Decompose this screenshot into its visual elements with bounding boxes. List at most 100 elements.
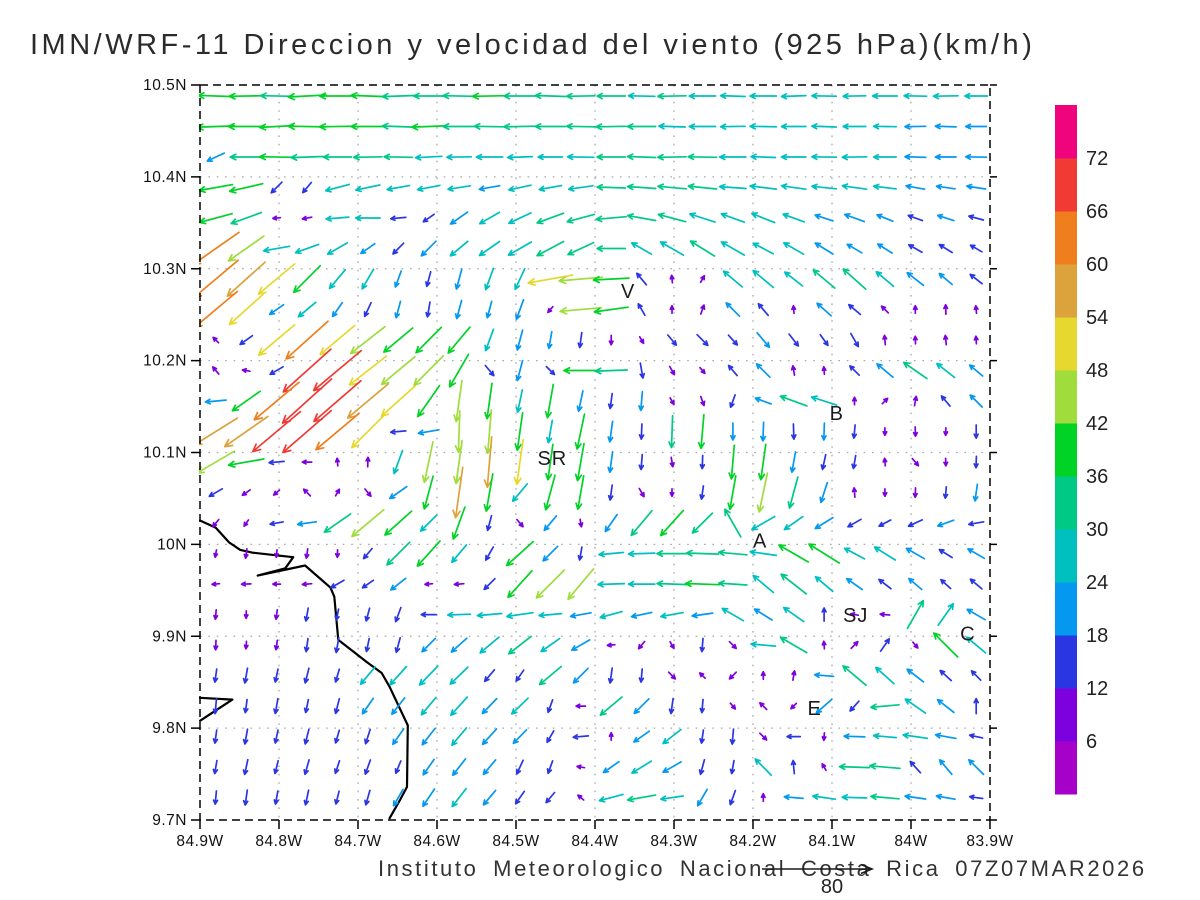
wind-vector (451, 758, 467, 777)
wind-vector (633, 697, 650, 715)
wind-vector (484, 328, 495, 352)
wind-vector (514, 412, 524, 452)
wind-vector (282, 409, 333, 454)
wind-vector (759, 701, 768, 711)
wind-vector (912, 395, 919, 407)
wind-vector (821, 640, 827, 650)
wind-vector (876, 243, 893, 254)
wind-vector (346, 383, 389, 419)
wind-vector (729, 728, 736, 745)
wind-vector (814, 575, 834, 593)
wind-vector (330, 579, 345, 589)
wind-vector (484, 364, 495, 377)
wind-vector (272, 215, 282, 221)
wind-vector (727, 475, 737, 511)
wind-vector (361, 697, 375, 715)
wind-vector (575, 475, 585, 511)
wind-vector (514, 267, 526, 291)
wind-vector (973, 424, 979, 439)
wind-vector (567, 184, 594, 192)
wind-vector (935, 183, 956, 190)
wind-vector (843, 547, 866, 560)
wind-vector (656, 580, 688, 588)
wind-vector (273, 729, 279, 744)
wind-vector (626, 213, 657, 222)
wind-vector (907, 214, 924, 222)
wind-vector (391, 697, 406, 716)
wind-vector (639, 362, 646, 379)
wind-vector (608, 334, 614, 346)
wind-vector (534, 123, 567, 130)
wind-vector (392, 242, 405, 255)
wind-vector (906, 599, 925, 630)
reference-arrow-label: 80 (821, 876, 843, 898)
wind-vector (973, 697, 980, 715)
wind-vector (420, 696, 437, 716)
wind-vector (268, 303, 285, 316)
wind-vector (269, 520, 284, 527)
wind-vector (878, 519, 892, 527)
wind-vector (783, 271, 804, 287)
wind-vector (906, 668, 925, 683)
wind-vector (413, 355, 445, 387)
wind-vector (874, 666, 895, 685)
wind-vector (227, 122, 265, 131)
wind-vector (302, 488, 312, 497)
colorbar-label: 42 (1086, 413, 1108, 435)
wind-vector (667, 671, 677, 680)
wind-vector (752, 269, 775, 289)
wind-vector (912, 304, 918, 315)
wind-vector (354, 214, 381, 222)
wind-vector (503, 123, 537, 131)
x-tick-label: 84.5W (492, 833, 539, 850)
marker-c: C (960, 623, 975, 645)
wind-vector (656, 550, 688, 558)
wind-vector (422, 758, 435, 776)
wind-vector (760, 421, 767, 442)
wind-vector (757, 443, 767, 481)
wind-vector (484, 382, 493, 420)
wind-vector (412, 92, 445, 100)
wind-vector (718, 183, 747, 191)
wind-vector (451, 727, 468, 747)
wind-vector (483, 668, 496, 683)
wind-vector (596, 92, 627, 100)
wind-vector (273, 639, 280, 651)
wind-vector (819, 333, 829, 347)
wind-vector (819, 481, 829, 504)
wind-vector (319, 324, 356, 356)
wind-vector (290, 153, 324, 161)
wind-vector (871, 92, 899, 100)
wind-vector (727, 334, 739, 346)
wind-vector (909, 760, 922, 774)
wind-vector (578, 518, 584, 528)
wind-vector (537, 153, 564, 161)
wind-vector (303, 607, 310, 622)
colorbar-label: 6 (1086, 731, 1097, 753)
wind-vector (242, 758, 249, 776)
wind-vector (596, 153, 627, 161)
wind-vector (449, 211, 469, 225)
x-tick-label: 84.4W (571, 833, 618, 850)
wind-vector (227, 458, 265, 468)
wind-vector (811, 153, 838, 161)
wind-vector (668, 365, 676, 376)
wind-vector (592, 275, 630, 284)
wind-vector (303, 698, 310, 714)
wind-vector (545, 365, 556, 376)
wind-vector (269, 365, 284, 376)
wind-vector (912, 487, 918, 499)
wind-vector (365, 456, 371, 468)
wind-vector (270, 181, 283, 194)
wind-vector (685, 549, 720, 557)
wind-vector (417, 384, 441, 418)
wind-vector (386, 184, 411, 192)
colorbar-segment (1055, 582, 1077, 636)
wind-vector (273, 668, 279, 683)
wind-vector (879, 611, 891, 618)
wind-vector (227, 235, 265, 262)
y-tick-labels: 10.5N 10.4N 10.3N 10.2N 10.1N 10N 9.9N 9.8N 9.7N (143, 77, 186, 829)
wind-vector (847, 518, 862, 528)
plot-frame (199, 84, 991, 821)
